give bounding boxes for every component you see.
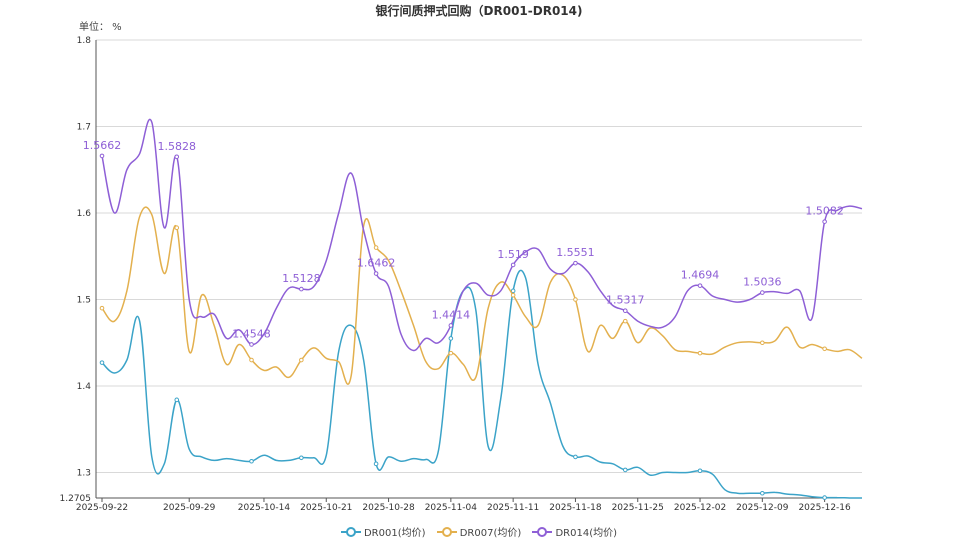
data-label: 1.6462	[357, 257, 396, 270]
legend-label-dr007: DR007(均价)	[459, 528, 522, 539]
data-point[interactable]	[697, 283, 703, 288]
data-point[interactable]	[760, 290, 765, 295]
x-tick-label: 2025-09-29	[163, 503, 216, 513]
data-point[interactable]	[822, 346, 827, 352]
data-point[interactable]	[697, 468, 703, 474]
data-point[interactable]	[448, 336, 454, 341]
data-point[interactable]	[249, 357, 254, 363]
data-point[interactable]	[622, 467, 628, 473]
data-label: 1.519	[497, 248, 529, 261]
data-label: 1.5082	[805, 205, 844, 218]
data-labels: 1.5662 1.5828 1.4548 1.5128 1.6462 1.4414 1.51…	[83, 139, 844, 341]
x-tick-label: 2025-12-09	[736, 503, 789, 513]
y-tick-label: 1.8	[77, 36, 92, 46]
x-tick-label: 2025-11-04	[425, 503, 478, 513]
series-line-dr007[interactable]	[101, 206, 863, 385]
data-point[interactable]	[373, 461, 379, 467]
y-tick-label: 1.2705	[60, 494, 92, 504]
data-point[interactable]	[174, 225, 180, 230]
data-point[interactable]	[299, 455, 304, 461]
data-point[interactable]	[249, 342, 254, 347]
data-point[interactable]	[573, 454, 578, 460]
data-point[interactable]	[299, 286, 304, 292]
unit-label: 单位： %	[79, 22, 122, 33]
data-point[interactable]	[299, 357, 304, 363]
data-point[interactable]	[174, 397, 180, 403]
data-point[interactable]	[822, 219, 827, 224]
x-tick-label: 2025-11-18	[549, 503, 602, 513]
y-tick-label: 1.3	[77, 468, 91, 478]
data-point[interactable]	[99, 360, 105, 365]
legend-item-dr014[interactable]: DR014(均价)	[532, 524, 617, 539]
data-label: 1.4548	[232, 327, 271, 340]
data-point[interactable]	[510, 262, 516, 268]
data-point[interactable]	[448, 323, 454, 328]
grid-lines	[96, 39, 862, 499]
legend-marker-dr001	[340, 526, 361, 537]
data-point[interactable]	[760, 490, 765, 496]
legend-marker-dr007	[436, 526, 457, 537]
data-point[interactable]	[760, 340, 765, 346]
data-point[interactable]	[510, 292, 516, 298]
data-point[interactable]	[573, 297, 578, 302]
data-label: 1.5036	[743, 276, 782, 289]
series-line-dr014[interactable]	[101, 118, 863, 352]
data-point[interactable]	[249, 458, 254, 464]
x-tick-label: 2025-11-25	[612, 503, 664, 513]
data-label: 1.5828	[158, 140, 197, 153]
legend-label-dr001: DR001(均价)	[363, 528, 426, 539]
data-point[interactable]	[99, 153, 105, 159]
data-point[interactable]	[573, 260, 578, 266]
y-tick-label: 1.7	[77, 122, 91, 132]
x-tick-label: 2025-10-28	[362, 503, 415, 513]
x-tick-label: 2025-10-21	[300, 503, 352, 513]
legend-item-dr001[interactable]: DR001(均价)	[340, 524, 426, 539]
data-point[interactable]	[697, 350, 703, 356]
data-point[interactable]	[373, 245, 379, 250]
data-point[interactable]	[622, 308, 628, 314]
x-tick-label: 2025-11-11	[487, 503, 539, 513]
legend-marker-dr014	[532, 526, 553, 537]
legend: DR001(均价) DR007(均价) DR014(均价)	[0, 524, 958, 540]
data-point[interactable]	[448, 350, 454, 356]
x-tick-label: 2025-12-02	[674, 503, 726, 513]
data-point[interactable]	[622, 318, 628, 324]
data-label: 1.5317	[606, 294, 645, 307]
data-point[interactable]	[373, 271, 379, 276]
series-line-dr001[interactable]	[101, 269, 863, 499]
y-tick-label: 1.6	[77, 209, 92, 219]
x-tick-label: 2025-09-22	[76, 503, 128, 513]
data-label: 1.4414	[432, 308, 471, 321]
data-point[interactable]	[174, 154, 180, 160]
x-tick-label: 2025-12-16	[798, 503, 851, 513]
data-point[interactable]	[510, 288, 516, 294]
legend-item-dr007[interactable]: DR007(均价)	[436, 524, 522, 539]
data-label: 1.4694	[681, 269, 720, 282]
y-tick-label: 1.4	[77, 382, 92, 392]
data-point[interactable]	[99, 305, 105, 311]
chart-title: 银行间质押式回购（DR001-DR014)	[375, 4, 583, 18]
series-layer	[99, 118, 863, 500]
y-tick-label: 1.5	[77, 295, 91, 305]
data-point[interactable]	[822, 495, 827, 500]
data-label: 1.5128	[282, 272, 321, 285]
data-label: 1.5551	[556, 246, 595, 259]
x-tick-label: 2025-10-14	[238, 503, 291, 513]
legend-label-dr014: DR014(均价)	[555, 528, 617, 539]
data-label: 1.5662	[83, 139, 122, 152]
